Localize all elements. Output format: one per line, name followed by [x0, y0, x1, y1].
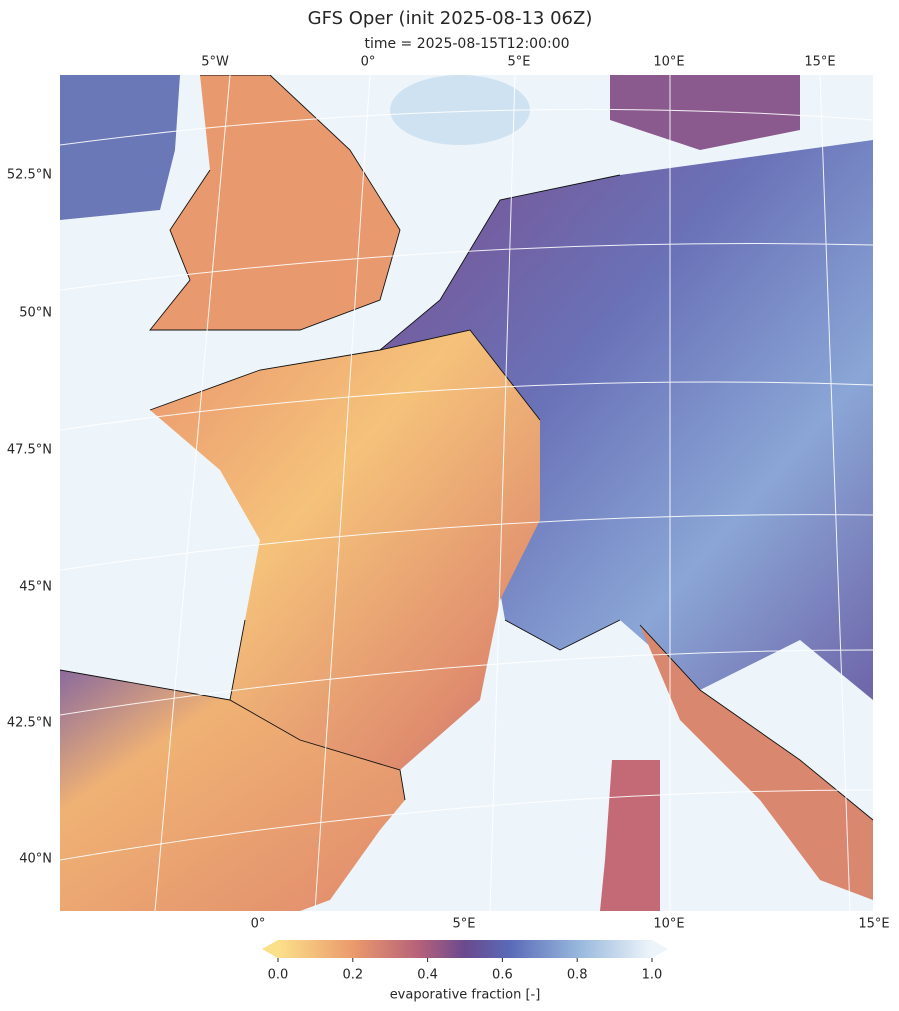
- title: GFS Oper (init 2025-08-13 06Z): [308, 8, 593, 29]
- land-field: [600, 760, 660, 911]
- lon-label: 5°E: [453, 917, 476, 932]
- graticule: [60, 75, 873, 911]
- colorbar-tick-label: 0.8: [567, 968, 588, 983]
- colorbar-tick-label: 1.0: [642, 968, 663, 983]
- lat-label: 50°N: [19, 306, 52, 321]
- lat-label: 45°N: [19, 580, 52, 595]
- lat-label: 42.5°N: [7, 716, 52, 731]
- colorbar: [278, 940, 652, 958]
- land-field: [150, 330, 540, 770]
- map: [60, 75, 873, 911]
- lon-label: 5°W: [201, 55, 229, 70]
- colorbar-tick-label: 0.2: [342, 968, 363, 983]
- lon-label: 0°: [361, 55, 376, 70]
- colorbar-extend: [652, 940, 668, 958]
- field: [390, 75, 530, 145]
- land-field: [610, 75, 800, 150]
- lon-label: 10°E: [653, 55, 684, 70]
- lon-label: 5°E: [508, 55, 531, 70]
- lon-label: 0°: [251, 917, 266, 932]
- lon-label: 15°E: [804, 55, 835, 70]
- subtitle: time = 2025-08-15T12:00:00: [364, 36, 569, 52]
- lat-label: 52.5°N: [7, 168, 52, 183]
- colorbar-label: evaporative fraction [-]: [390, 988, 541, 1003]
- land-field: [60, 75, 180, 220]
- lon-label: 15°E: [858, 917, 889, 932]
- land-field: [640, 625, 873, 900]
- coastline: [60, 75, 873, 821]
- colorbar-tick-label: 0.6: [492, 968, 513, 983]
- lat-label: 47.5°N: [7, 443, 52, 458]
- colorbar-extend: [262, 940, 278, 958]
- colorbar-tick-label: 0.0: [268, 968, 289, 983]
- colorbar-tick-label: 0.4: [417, 968, 438, 983]
- lon-label: 10°E: [653, 917, 684, 932]
- lat-label: 40°N: [19, 852, 52, 867]
